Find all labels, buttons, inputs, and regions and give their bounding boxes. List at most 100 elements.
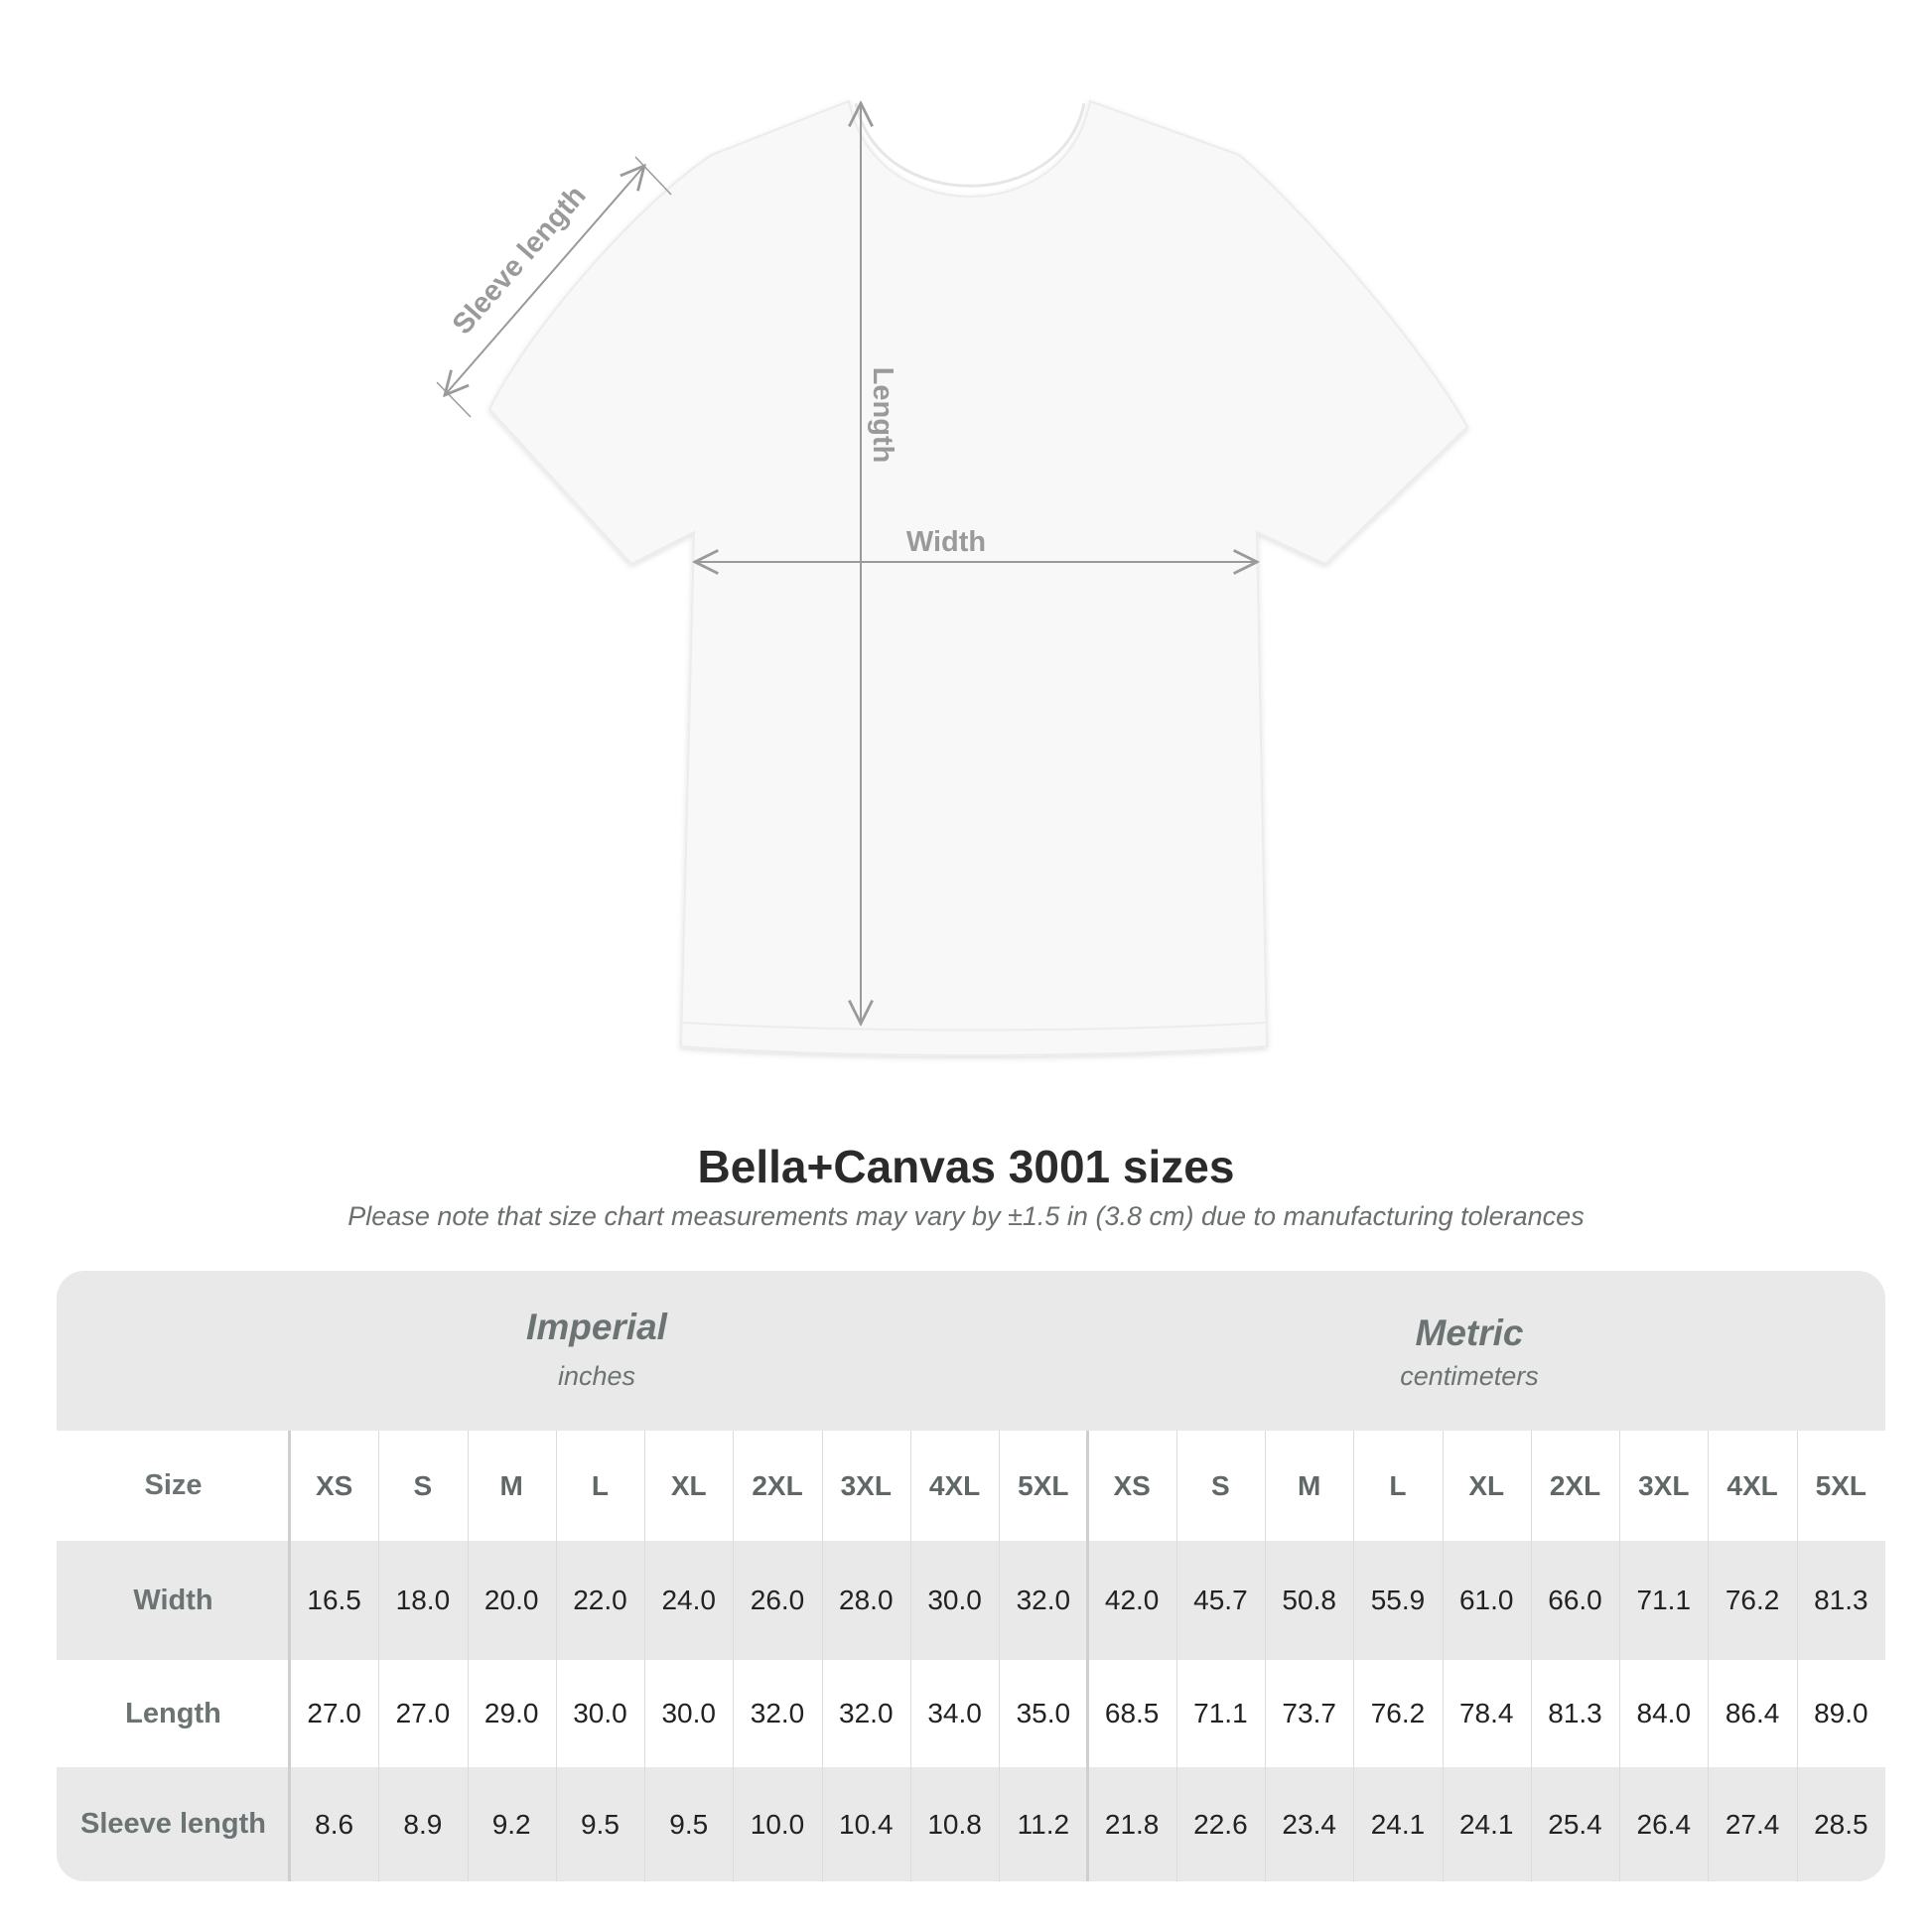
column-divider — [1175, 1431, 1177, 1881]
metric-value-cell: 89.0 — [1814, 1698, 1868, 1728]
imperial-value-cell: 9.5 — [669, 1808, 709, 1840]
imperial-value-cell: 20.0 — [483, 1585, 539, 1615]
row-label-width: Width — [133, 1584, 213, 1616]
metric-value-cell: 26.4 — [1636, 1808, 1692, 1840]
imperial-value-cell: 35.0 — [1016, 1698, 1071, 1728]
metric-unit: centimeters — [1400, 1361, 1539, 1391]
metric-value-cell: 45.7 — [1193, 1585, 1248, 1615]
metric-value-cell: 81.3 — [1548, 1698, 1602, 1728]
imperial-unit: inches — [557, 1361, 636, 1391]
width-label: Width — [906, 526, 986, 558]
column-divider — [1530, 1431, 1532, 1881]
metric-size-m: M — [1298, 1469, 1321, 1501]
sleeve-measure-line — [445, 166, 644, 395]
row-label-length: Length — [125, 1697, 221, 1729]
metric-size-xs: XS — [1113, 1469, 1151, 1501]
imperial-value-cell: 18.0 — [395, 1585, 451, 1615]
sleeve-tick-top — [634, 156, 672, 196]
metric-size-l: L — [1389, 1469, 1407, 1501]
tshirt-diagram: Sleeve length Length Width — [436, 99, 1469, 1056]
imperial-value-cell: 30.0 — [661, 1698, 716, 1728]
metric-value-cell: 24.1 — [1370, 1808, 1426, 1840]
metric-value-cell: 68.5 — [1104, 1698, 1160, 1728]
metric-value-cell: 21.8 — [1104, 1808, 1160, 1840]
imperial-value-cell: 11.2 — [1017, 1808, 1070, 1840]
metric-value-cell: 73.7 — [1282, 1698, 1336, 1728]
imperial-value-cell: 27.0 — [395, 1698, 451, 1728]
metric-value-cell: 61.0 — [1458, 1585, 1514, 1615]
metric-value-cell: 81.3 — [1814, 1585, 1868, 1615]
metric-title: Metric — [1415, 1312, 1524, 1353]
imperial-value-cell: 32.0 — [750, 1698, 805, 1728]
imperial-value-cell: 16.5 — [307, 1585, 361, 1615]
imperial-value-cell: 32.0 — [1016, 1585, 1071, 1615]
metric-size-4xl: 4XL — [1726, 1469, 1778, 1501]
imperial-size-4xl: 4XL — [928, 1469, 981, 1501]
column-divider — [1796, 1431, 1798, 1881]
metric-value-cell: 71.1 — [1193, 1698, 1248, 1728]
length-label: Length — [867, 367, 898, 464]
column-divider — [1265, 1431, 1267, 1881]
size-header: Size — [144, 1469, 203, 1501]
row-label-sleeve-length: Sleeve length — [80, 1808, 266, 1840]
column-divider — [1353, 1431, 1355, 1881]
column-divider — [378, 1431, 380, 1881]
imperial-value-cell: 10.0 — [750, 1808, 805, 1840]
metric-value-cell: 66.0 — [1548, 1585, 1602, 1615]
metric-value-cell: 76.2 — [1725, 1585, 1780, 1615]
metric-value-cell: 22.6 — [1193, 1808, 1248, 1840]
column-divider — [909, 1431, 911, 1881]
column-divider — [1442, 1431, 1444, 1881]
imperial-size-3xl: 3XL — [840, 1469, 892, 1501]
metric-value-cell: 76.2 — [1370, 1698, 1426, 1728]
sleeve-tick-bottom — [436, 381, 472, 418]
metric-value-cell: 42.0 — [1104, 1585, 1160, 1615]
metric-size-3xl: 3XL — [1638, 1469, 1690, 1501]
imperial-size-5xl: 5XL — [1018, 1469, 1069, 1501]
imperial-value-cell: 8.9 — [403, 1808, 443, 1840]
metric-value-cell: 84.0 — [1636, 1698, 1692, 1728]
column-divider — [467, 1431, 469, 1881]
imperial-value-cell: 22.0 — [573, 1585, 627, 1615]
size-table: Imperial inches Metric centimeters Size X… — [57, 1271, 1885, 1881]
imperial-size-xs: XS — [315, 1469, 353, 1501]
column-divider — [288, 1431, 291, 1881]
tolerance-note: Please note that size chart measurements… — [347, 1201, 1585, 1231]
imperial-value-cell: 28.0 — [839, 1585, 894, 1615]
imperial-value-cell: 24.0 — [661, 1585, 716, 1615]
metric-size-5xl: 5XL — [1815, 1469, 1867, 1501]
imperial-size-xl: XL — [670, 1469, 707, 1501]
imperial-value-cell: 26.0 — [750, 1585, 805, 1615]
metric-value-cell: 25.4 — [1548, 1808, 1602, 1840]
imperial-value-cell: 30.0 — [927, 1585, 982, 1615]
chart-title: Bella+Canvas 3001 sizes — [697, 1141, 1235, 1192]
metric-value-cell: 24.1 — [1458, 1808, 1514, 1840]
imperial-value-cell: 9.2 — [491, 1808, 531, 1840]
imperial-value-cell: 10.4 — [839, 1808, 894, 1840]
column-divider — [555, 1431, 557, 1881]
column-divider — [1708, 1431, 1710, 1881]
metric-size-s: S — [1211, 1469, 1230, 1501]
column-divider — [1085, 1431, 1089, 1881]
metric-value-cell: 27.4 — [1725, 1808, 1780, 1840]
imperial-value-cell: 34.0 — [927, 1698, 982, 1728]
imperial-size-l: L — [591, 1469, 610, 1501]
imperial-size-m: M — [499, 1469, 523, 1501]
row-band — [57, 1541, 1885, 1660]
metric-value-cell: 55.9 — [1370, 1585, 1426, 1615]
column-divider — [821, 1431, 823, 1881]
tshirt-body — [487, 99, 1469, 1056]
imperial-size-s: S — [413, 1469, 433, 1501]
metric-value-cell: 86.4 — [1725, 1698, 1780, 1728]
imperial-value-cell: 32.0 — [839, 1698, 894, 1728]
metric-value-cell: 28.5 — [1814, 1808, 1868, 1840]
imperial-value-cell: 27.0 — [307, 1698, 361, 1728]
column-divider — [733, 1431, 735, 1881]
metric-value-cell: 78.4 — [1458, 1698, 1514, 1728]
metric-value-cell: 71.1 — [1636, 1585, 1692, 1615]
imperial-value-cell: 30.0 — [573, 1698, 627, 1728]
metric-size-xl: XL — [1468, 1469, 1505, 1501]
metric-value-cell: 50.8 — [1282, 1585, 1336, 1615]
imperial-value-cell: 9.5 — [580, 1808, 620, 1840]
imperial-value-cell: 29.0 — [483, 1698, 539, 1728]
